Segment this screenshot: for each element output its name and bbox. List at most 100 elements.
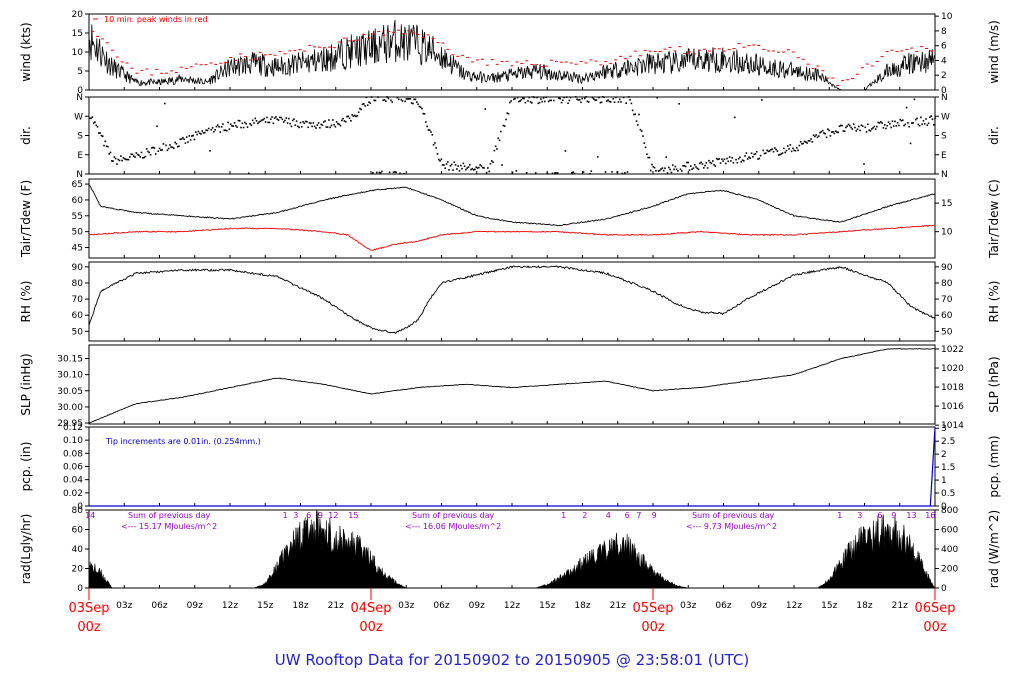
- rh-right-tick-label: 50: [941, 327, 953, 337]
- dir-point: [448, 169, 450, 171]
- dir-point: [498, 139, 501, 142]
- dir-point: [229, 123, 232, 126]
- temp-series-line-tdew: [88, 224, 936, 252]
- dir-point: [638, 113, 640, 116]
- dir-point: [904, 123, 907, 126]
- dir-point: [347, 115, 350, 118]
- dir-point: [352, 115, 355, 118]
- rad-hour-mark: 13: [906, 511, 916, 520]
- dir-point: [930, 115, 933, 117]
- dir-point: [568, 99, 571, 102]
- rad-hour-mark: 3: [857, 511, 862, 520]
- slp-right-axis-label: SLP (hPa): [987, 356, 1001, 412]
- rad-right-axis-label: rad (W/m^2): [987, 510, 1001, 588]
- dir-point: [459, 164, 462, 167]
- dir-point: [761, 99, 763, 101]
- dir-point: [878, 122, 881, 124]
- slp-right-tick-label: 1016: [941, 402, 964, 412]
- dir-point: [502, 124, 505, 127]
- dir-point: [602, 96, 604, 98]
- rh-panel-frame: [88, 261, 936, 342]
- wind-left-axis-label: wind (kts): [19, 22, 33, 81]
- dir-point: [696, 167, 699, 170]
- dir-point: [608, 100, 611, 103]
- dir-point: [677, 170, 679, 172]
- dir-point: [855, 130, 858, 132]
- dir-point: [912, 122, 914, 124]
- dir-point: [222, 123, 224, 125]
- dir-point: [454, 164, 457, 166]
- pcp-left-tick-label: 0.12: [63, 423, 83, 433]
- slp-right-tick-label: 1020: [941, 364, 964, 374]
- dir-point: [272, 122, 275, 125]
- dir-point: [640, 130, 643, 132]
- dir-point: [101, 135, 104, 137]
- slp-left-tick-label: 30.10: [57, 371, 83, 381]
- dir-point: [743, 160, 745, 162]
- dir-left-tick-label: S: [77, 132, 83, 142]
- dir-point: [883, 124, 886, 126]
- dir-point: [240, 126, 242, 129]
- dir-point: [917, 123, 920, 126]
- x-hour-tick-label: 06z: [715, 601, 731, 611]
- dir-point: [360, 108, 363, 111]
- dir-point: [555, 172, 558, 174]
- dir-point: [759, 154, 762, 157]
- dir-point: [175, 142, 178, 145]
- dir-point: [333, 124, 335, 126]
- dir-point: [370, 96, 373, 98]
- dir-point: [587, 101, 590, 103]
- dir-point: [489, 162, 492, 165]
- dir-point: [519, 100, 522, 102]
- dir-point: [348, 117, 351, 120]
- dir-point: [132, 155, 135, 157]
- dir-point: [138, 154, 140, 156]
- rh-left-tick-label: 60: [72, 311, 84, 321]
- dir-point: [713, 164, 715, 166]
- dir-point: [319, 126, 321, 129]
- dir-point: [255, 120, 258, 122]
- dir-point: [870, 128, 873, 130]
- dir-point: [269, 118, 272, 120]
- dir-point: [838, 125, 841, 128]
- rad-day-sum-value: <--- 9.73 MJoules/m^2: [686, 522, 777, 531]
- dir-point: [377, 96, 379, 98]
- dir-point: [220, 126, 223, 128]
- dir-point: [753, 153, 755, 156]
- dir-point: [419, 106, 422, 109]
- dir-point: [204, 131, 206, 134]
- dir-point: [466, 167, 469, 169]
- rad-right-tick-label: 200: [941, 565, 958, 575]
- dir-point: [520, 98, 523, 101]
- dir-point: [245, 122, 247, 125]
- rad-day-sum-label: Sum of previous day: [412, 511, 494, 520]
- dir-point: [859, 129, 861, 132]
- dir-point: [719, 162, 722, 164]
- dir-point: [365, 96, 368, 99]
- dir-point: [678, 103, 680, 105]
- dir-point: [461, 167, 463, 170]
- dir-point: [827, 128, 829, 130]
- dir-point: [408, 98, 410, 100]
- dir-point: [118, 159, 121, 162]
- dir-point: [390, 99, 392, 102]
- pcp-annotation: Tip increments are 0.01in. (0.254mm.): [105, 437, 261, 446]
- dir-point: [731, 157, 733, 159]
- dir-point: [819, 131, 821, 134]
- x-day-tick-sublabel: 00z: [77, 620, 101, 635]
- dir-point: [281, 118, 284, 121]
- dir-point: [812, 134, 815, 137]
- dir-point: [758, 157, 761, 160]
- dir-point: [503, 125, 506, 127]
- dir-point: [578, 98, 581, 101]
- x-day-tick-label: 05Sep: [632, 601, 673, 616]
- dir-point: [366, 104, 369, 107]
- dir-point: [267, 121, 269, 124]
- dir-point: [494, 145, 497, 148]
- dir-point: [357, 111, 360, 114]
- dir-point: [851, 128, 854, 130]
- dir-point: [231, 125, 233, 127]
- dir-point: [226, 129, 228, 132]
- dir-point: [400, 98, 403, 101]
- dir-point: [200, 133, 202, 135]
